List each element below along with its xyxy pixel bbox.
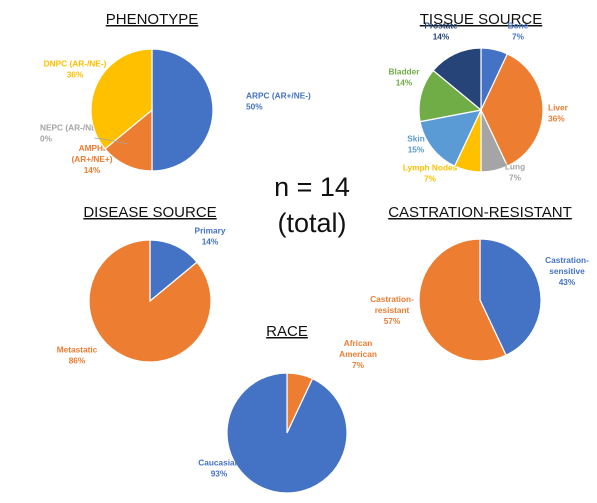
phenotype-pie: PHENOTYPE ARPC (AR+/NE-) 50% NEPC (AR-/NE+)… (40, 11, 311, 175)
tissue-source-label-6: Prostate 14% (424, 21, 458, 42)
sample-size-total-label: (total) (277, 208, 346, 238)
tissue-source-label-4: Skin 15% (407, 134, 425, 155)
race-slice-1 (226, 372, 348, 494)
tissue-source-label-3: Lymph Nodes 7% (403, 163, 458, 184)
tissue-source-slice-1 (480, 53, 544, 167)
castration-resistant-slice-1 (418, 238, 507, 362)
castration-resistant-slice-0 (479, 238, 542, 356)
phenotype-label-0: ARPC (AR+/NE-) 50% (246, 91, 311, 112)
phenotype-slice-3 (90, 48, 153, 150)
castration-resistant-label-0: Castration-sensitive 43% (545, 255, 589, 287)
disease-source-label-1: Metastatic 86% (57, 345, 98, 366)
race-pie: RACE African American 7% Caucasian 93% (198, 323, 377, 494)
castration-resistant-title: CASTRATION-RESISTANT (388, 204, 572, 221)
phenotype-label-3: DNPC (AR-/NE-) 36% (44, 59, 107, 80)
disease-source-slice-0 (149, 239, 198, 303)
tissue-source-label-1: Liver 36% (548, 103, 569, 124)
tissue-source-slice-5 (418, 69, 483, 123)
castration-resistant-label-1: Castration-resistant 57% (370, 294, 414, 326)
race-label-1: Caucasian 93% (198, 458, 240, 479)
race-label-0: African American 7% (339, 338, 377, 370)
tissue-source-slice-4 (419, 109, 483, 167)
phenotype-leader-line (93, 137, 129, 145)
phenotype-title: PHENOTYPE (106, 11, 199, 28)
disease-source-slice-1 (88, 239, 212, 363)
disease-source-pie: DISEASE SOURCE Primary 14% Metastatic 86% (57, 204, 226, 366)
phenotype-slice-0 (151, 48, 214, 172)
race-title: RACE (266, 323, 308, 340)
tissue-source-label-5: Bladder 14% (389, 67, 421, 88)
phenotype-label-2: AMPHI (AR+/NE+) 14% (71, 143, 112, 175)
tissue-source-label-2: Lung 7% (505, 162, 525, 183)
tissue-source-slice-6 (432, 47, 482, 112)
disease-source-label-0: Primary 14% (195, 226, 226, 247)
disease-source-title: DISEASE SOURCE (83, 204, 216, 221)
phenotype-slice-2 (104, 108, 153, 172)
tissue-source-title: TISSUE SOURCE (420, 11, 543, 28)
phenotype-label-1: NEPC (AR-/NE+) 0% (40, 123, 105, 144)
tissue-source-label-0: Bone 7% (508, 21, 529, 42)
sample-size-label: n = 14 (274, 172, 350, 202)
castration-resistant-pie: CASTRATION-RESISTANT Castration-sensitive… (370, 204, 589, 362)
